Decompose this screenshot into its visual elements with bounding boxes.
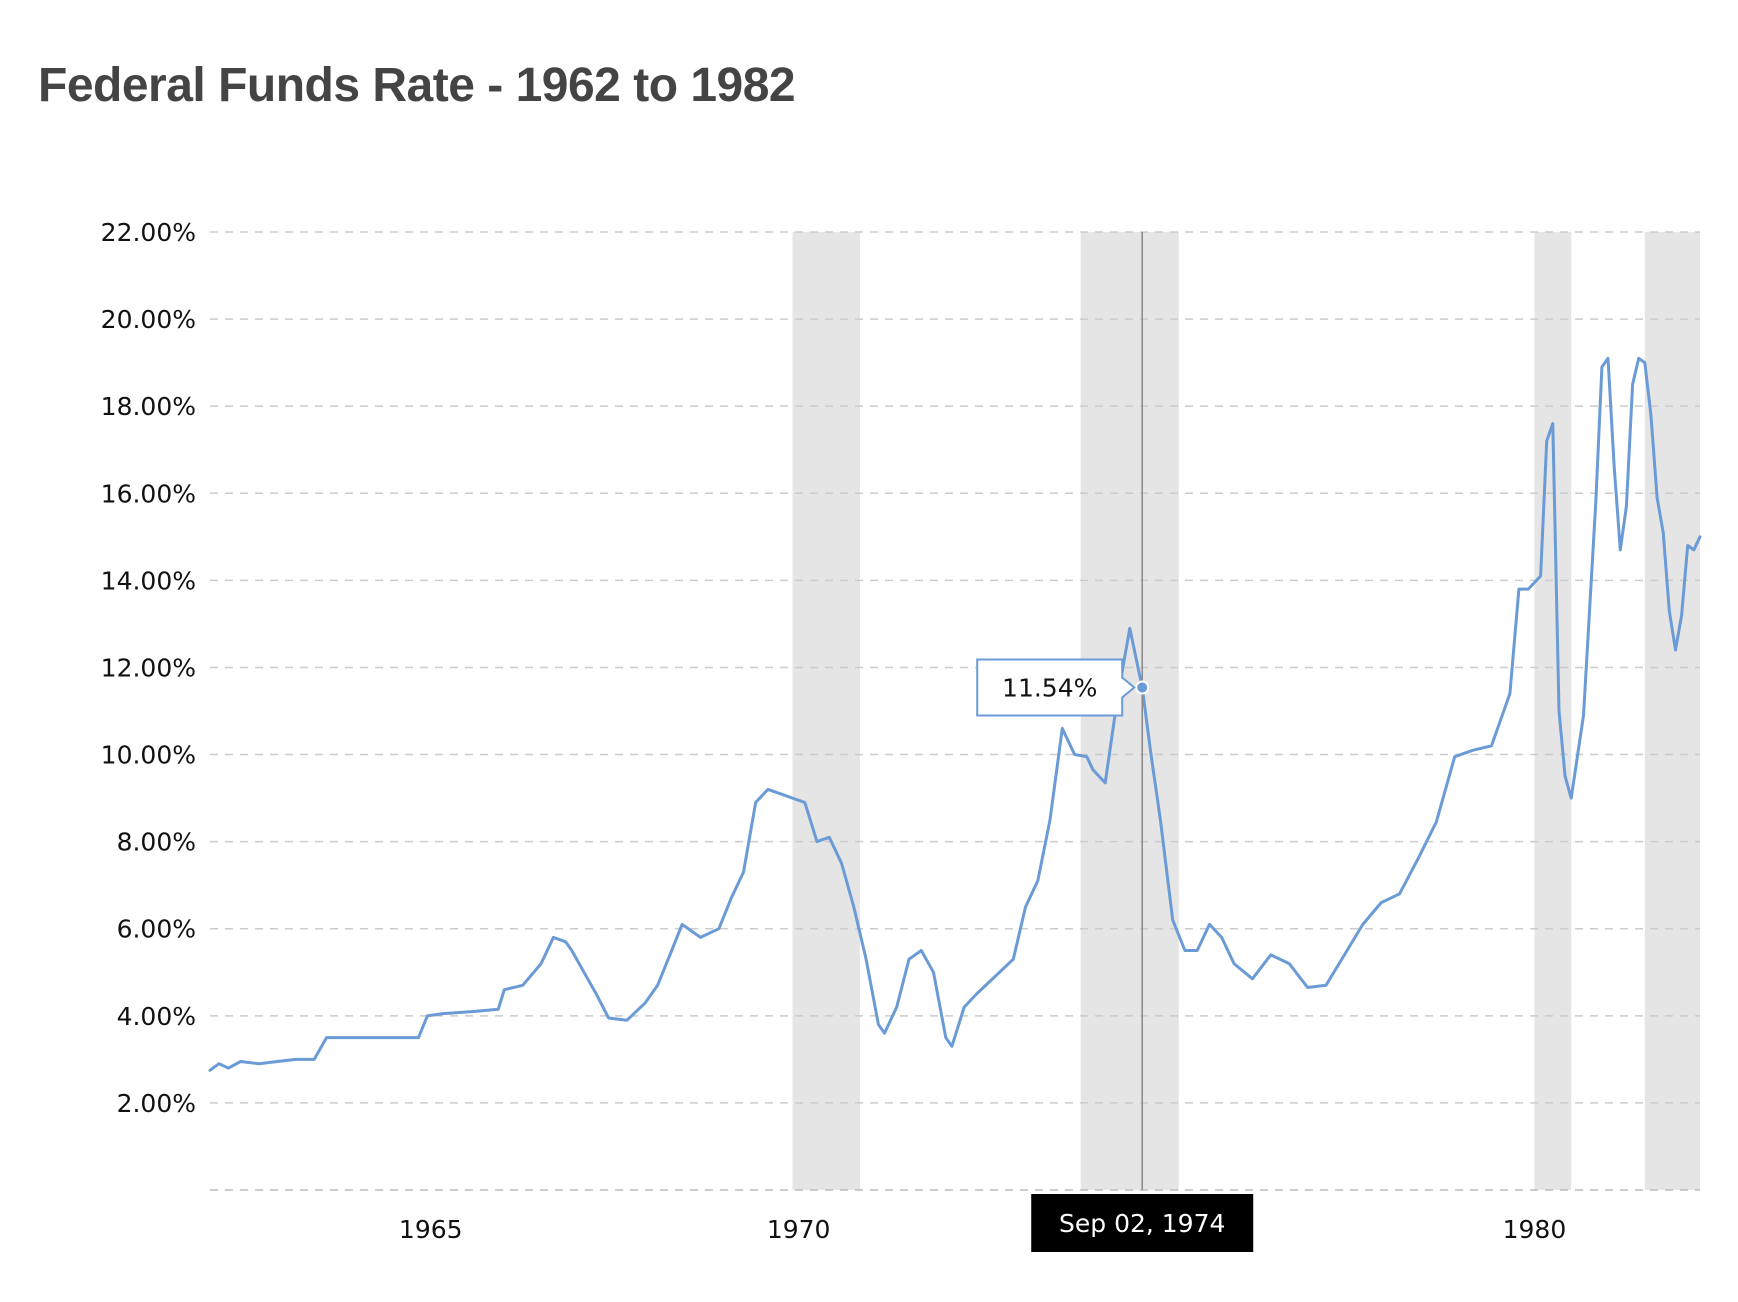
y-tick-label: 12.00% xyxy=(101,653,196,682)
y-axis-labels: 2.00% 4.00% 6.00% 8.00% 10.00% 12.00% 14.00% 16… xyxy=(101,218,196,1118)
gridlines-group xyxy=(210,231,1700,1191)
tooltip-value: 11.54% xyxy=(1002,673,1097,702)
recession-shading-group xyxy=(792,232,1700,1190)
x-tick-label: 1980 xyxy=(1503,1215,1567,1244)
series-line-1 xyxy=(208,356,1702,1072)
chart-title: Federal Funds Rate - 1962 to 1982 xyxy=(38,59,796,112)
y-tick-label: 8.00% xyxy=(117,828,196,857)
recession-band-4 xyxy=(1644,232,1700,1190)
series-line-group xyxy=(208,356,1702,1072)
y-tick-label: 14.00% xyxy=(101,566,196,595)
x-axis-labels: 1965 1970 1980 xyxy=(399,1215,1566,1244)
y-tick-label: 6.00% xyxy=(117,915,196,944)
y-tick-label: 18.00% xyxy=(101,392,196,421)
cursor-date-label: Sep 02, 1974 xyxy=(1059,1209,1225,1238)
cursor-date-box xyxy=(1031,1194,1254,1252)
y-tick-label: 4.00% xyxy=(117,1002,196,1031)
cursor-point xyxy=(1135,680,1150,695)
y-tick-label: 10.00% xyxy=(101,741,196,770)
x-tick-label: 1970 xyxy=(767,1215,831,1244)
y-tick-label: 20.00% xyxy=(101,305,196,334)
y-tick-label: 22.00% xyxy=(101,218,196,247)
recession-band-3 xyxy=(1534,232,1572,1190)
recession-band-1 xyxy=(792,232,860,1190)
hover-cursor-group: 11.54% Sep 02, 1974 xyxy=(976,232,1254,1252)
y-tick-label: 2.00% xyxy=(117,1089,196,1118)
x-tick-label: 1965 xyxy=(399,1215,463,1244)
y-tick-label: 16.00% xyxy=(101,479,196,508)
tooltip-box xyxy=(976,658,1136,717)
